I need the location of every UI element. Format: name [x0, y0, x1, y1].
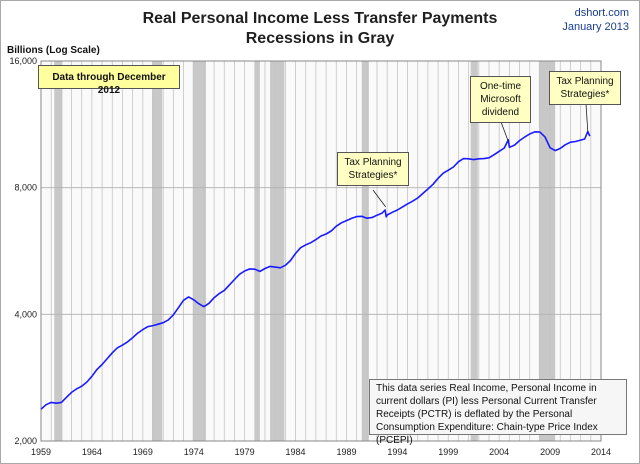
- y-tick-label: 16,000: [9, 56, 37, 66]
- recession-band: [151, 61, 163, 441]
- x-tick-label: 2014: [591, 447, 611, 457]
- source-label: dshort.com: [574, 7, 629, 19]
- plot-border: [40, 60, 602, 442]
- y-tick-label: 2,000: [14, 436, 37, 446]
- y-tick-label: 4,000: [14, 309, 37, 319]
- plot-area: [41, 61, 601, 441]
- annotation-leader: [500, 121, 509, 142]
- recession-band: [538, 61, 556, 441]
- date-label: January 2013: [562, 21, 629, 33]
- x-tick-label: 1984: [286, 447, 306, 457]
- series-description-box: This data series Real Income, Personal I…: [369, 379, 627, 446]
- x-tick-label: 1969: [133, 447, 153, 457]
- recession-band: [254, 61, 260, 441]
- note-line: Tax Planning: [344, 157, 402, 168]
- recession-band: [192, 61, 206, 441]
- annotation-leader: [372, 189, 386, 208]
- x-tick-label: 2009: [540, 447, 560, 457]
- annotation-leader: [585, 103, 589, 132]
- x-tick-label: 1964: [82, 447, 102, 457]
- y-tick-label: 8,000: [14, 183, 37, 193]
- x-tick-label: 1989: [336, 447, 356, 457]
- chart-subtitle: Recessions in Gray: [245, 30, 395, 47]
- note-line: Microsoft: [480, 94, 521, 105]
- microsoft-dividend-note: One-time Microsoft dividend: [470, 76, 531, 123]
- recession-band: [470, 61, 478, 441]
- x-tick-label: 1979: [235, 447, 255, 457]
- x-tick-label: 1994: [387, 447, 407, 457]
- recession-band: [361, 61, 369, 441]
- recession-band: [54, 61, 63, 441]
- note-line: Tax Planning: [556, 76, 614, 87]
- x-tick-label: 1999: [438, 447, 458, 457]
- tax-planning-note-1993: Tax Planning Strategies*: [337, 152, 409, 186]
- note-line: One-time: [479, 81, 522, 92]
- note-line: dividend: [481, 107, 520, 118]
- note-line: Strategies*: [560, 89, 610, 100]
- chart-title: Real Personal Income Less Transfer Payme…: [142, 10, 498, 27]
- tax-planning-note-2012: Tax Planning Strategies*: [549, 71, 621, 105]
- data-through-note: Data through December 2012: [38, 65, 180, 96]
- income-series-line: [40, 130, 591, 410]
- x-tick-label: 1959: [31, 447, 51, 457]
- y-axis-label: Billions (Log Scale): [7, 45, 100, 56]
- x-tick-label: 2004: [489, 447, 509, 457]
- x-tick-label: 1974: [184, 447, 204, 457]
- note-line: Strategies*: [348, 170, 398, 181]
- recession-band: [270, 61, 285, 441]
